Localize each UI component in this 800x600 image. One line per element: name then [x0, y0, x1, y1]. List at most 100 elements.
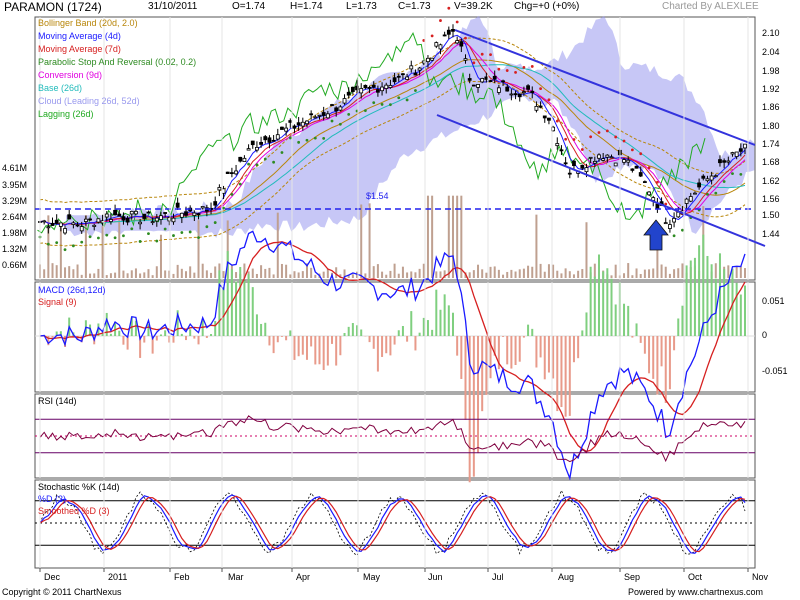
macd-histogram-bar	[310, 336, 313, 347]
candle-body	[455, 40, 460, 44]
high-label: H=1.74	[290, 1, 323, 12]
macd-histogram-bar	[155, 336, 158, 341]
candle-body	[401, 73, 405, 76]
volume-bar	[714, 263, 717, 278]
volume-bar	[393, 263, 396, 278]
chart-header: PARAMON (1724) 31/10/2011 O=1.74 H=1.74 …	[0, 0, 800, 16]
volume-bar	[627, 263, 630, 278]
legend-rsi: RSI (14d)	[38, 396, 77, 406]
sar-dot	[514, 70, 517, 74]
macd-histogram-bar	[706, 255, 709, 336]
macd-signal-line	[39, 241, 746, 453]
volume-bar	[547, 264, 550, 278]
sar-dot	[155, 239, 159, 243]
volume-bar	[205, 270, 208, 278]
candle-body	[267, 137, 272, 143]
candle-body	[471, 84, 476, 87]
candle-body	[179, 212, 184, 218]
volume-bar	[677, 268, 680, 278]
volume-bar	[739, 266, 742, 278]
candle-body	[271, 139, 276, 142]
candle-body	[688, 196, 693, 202]
candle-body	[484, 76, 489, 80]
volume-bar	[639, 274, 642, 278]
sar-dot	[389, 103, 392, 107]
macd-histogram-bar	[406, 336, 409, 342]
candle-body	[513, 93, 518, 96]
sar-dot	[572, 138, 576, 141]
macd-histogram-bar	[614, 304, 617, 336]
sar-dot	[630, 148, 634, 152]
candle-body	[547, 117, 551, 121]
volume-bar	[101, 226, 104, 278]
candle-body	[250, 140, 255, 146]
macd-histogram-bar	[489, 336, 492, 379]
volume-bar	[89, 273, 92, 278]
macd-histogram-bar	[381, 336, 384, 357]
volume-bar	[72, 269, 75, 278]
candle-body	[476, 84, 480, 88]
volume-bar	[727, 265, 730, 278]
legend-ma7: Moving Average (7d)	[38, 44, 121, 54]
candle-body	[705, 178, 710, 182]
sar-dot	[555, 119, 559, 123]
candle-body	[330, 104, 334, 106]
sar-dot	[414, 89, 417, 92]
volume-bar	[289, 274, 292, 278]
lagging-line	[37, 32, 706, 234]
volume-bar	[477, 264, 480, 278]
volume-bar	[414, 272, 417, 278]
sar-dot	[322, 137, 326, 140]
sar-dot	[272, 160, 276, 164]
macd-histogram-bar	[205, 336, 208, 338]
macd-histogram-bar	[305, 336, 308, 360]
macd-histogram-bar	[189, 329, 192, 336]
x-tick: Feb	[174, 572, 190, 582]
candle-body	[146, 211, 151, 214]
price-tick: 1.68	[762, 157, 780, 167]
macd-histogram-bar	[143, 336, 146, 343]
up-arrow-marker	[643, 219, 669, 251]
macd-tick: 0	[762, 330, 768, 340]
volume-tick: 1.98M	[2, 228, 28, 238]
volume-bar	[673, 269, 676, 278]
volume-bar	[114, 272, 117, 278]
sar-dot	[122, 234, 125, 238]
candle-body	[317, 114, 322, 117]
macd-histogram-bar	[589, 266, 592, 336]
candle-body	[142, 213, 147, 219]
volume-bar	[552, 264, 555, 278]
legend-macd: MACD (26d,12d)	[38, 285, 106, 295]
sar-dot	[605, 129, 609, 133]
volume-label: V=39.2K	[454, 1, 493, 12]
volume-bar	[539, 263, 542, 278]
sar-dots	[38, 6, 743, 252]
candle-body	[225, 171, 230, 174]
volume-tick: 1.32M	[2, 244, 28, 254]
volume-bar	[485, 272, 488, 278]
macd-histogram-bar	[368, 336, 371, 343]
macd-histogram-bar	[168, 336, 171, 343]
powered-by-link[interactable]: Powered by www.chartnexus.com	[628, 587, 764, 597]
volume-bar	[543, 271, 546, 278]
macd-histogram-bar	[214, 320, 217, 336]
volume-bar	[310, 267, 313, 278]
macd-histogram-bar	[314, 336, 317, 365]
candle-body	[238, 156, 243, 162]
candle-body	[184, 211, 188, 216]
macd-histogram-bar	[510, 336, 513, 369]
candle-body	[129, 210, 134, 215]
volume-bar	[497, 269, 500, 278]
volume-tick: 3.95M	[2, 180, 28, 190]
price-tick: 1.86	[762, 102, 780, 112]
sar-dot	[539, 87, 542, 91]
macd-histogram-bar	[193, 336, 196, 339]
x-tick: Oct	[688, 572, 703, 582]
volume-bar	[648, 269, 651, 278]
sar-dot	[672, 234, 676, 238]
volume-bar	[527, 265, 530, 278]
volume-bar	[510, 269, 513, 278]
candle-body	[684, 198, 689, 204]
candle-body	[647, 191, 651, 196]
candle-body	[117, 213, 122, 217]
